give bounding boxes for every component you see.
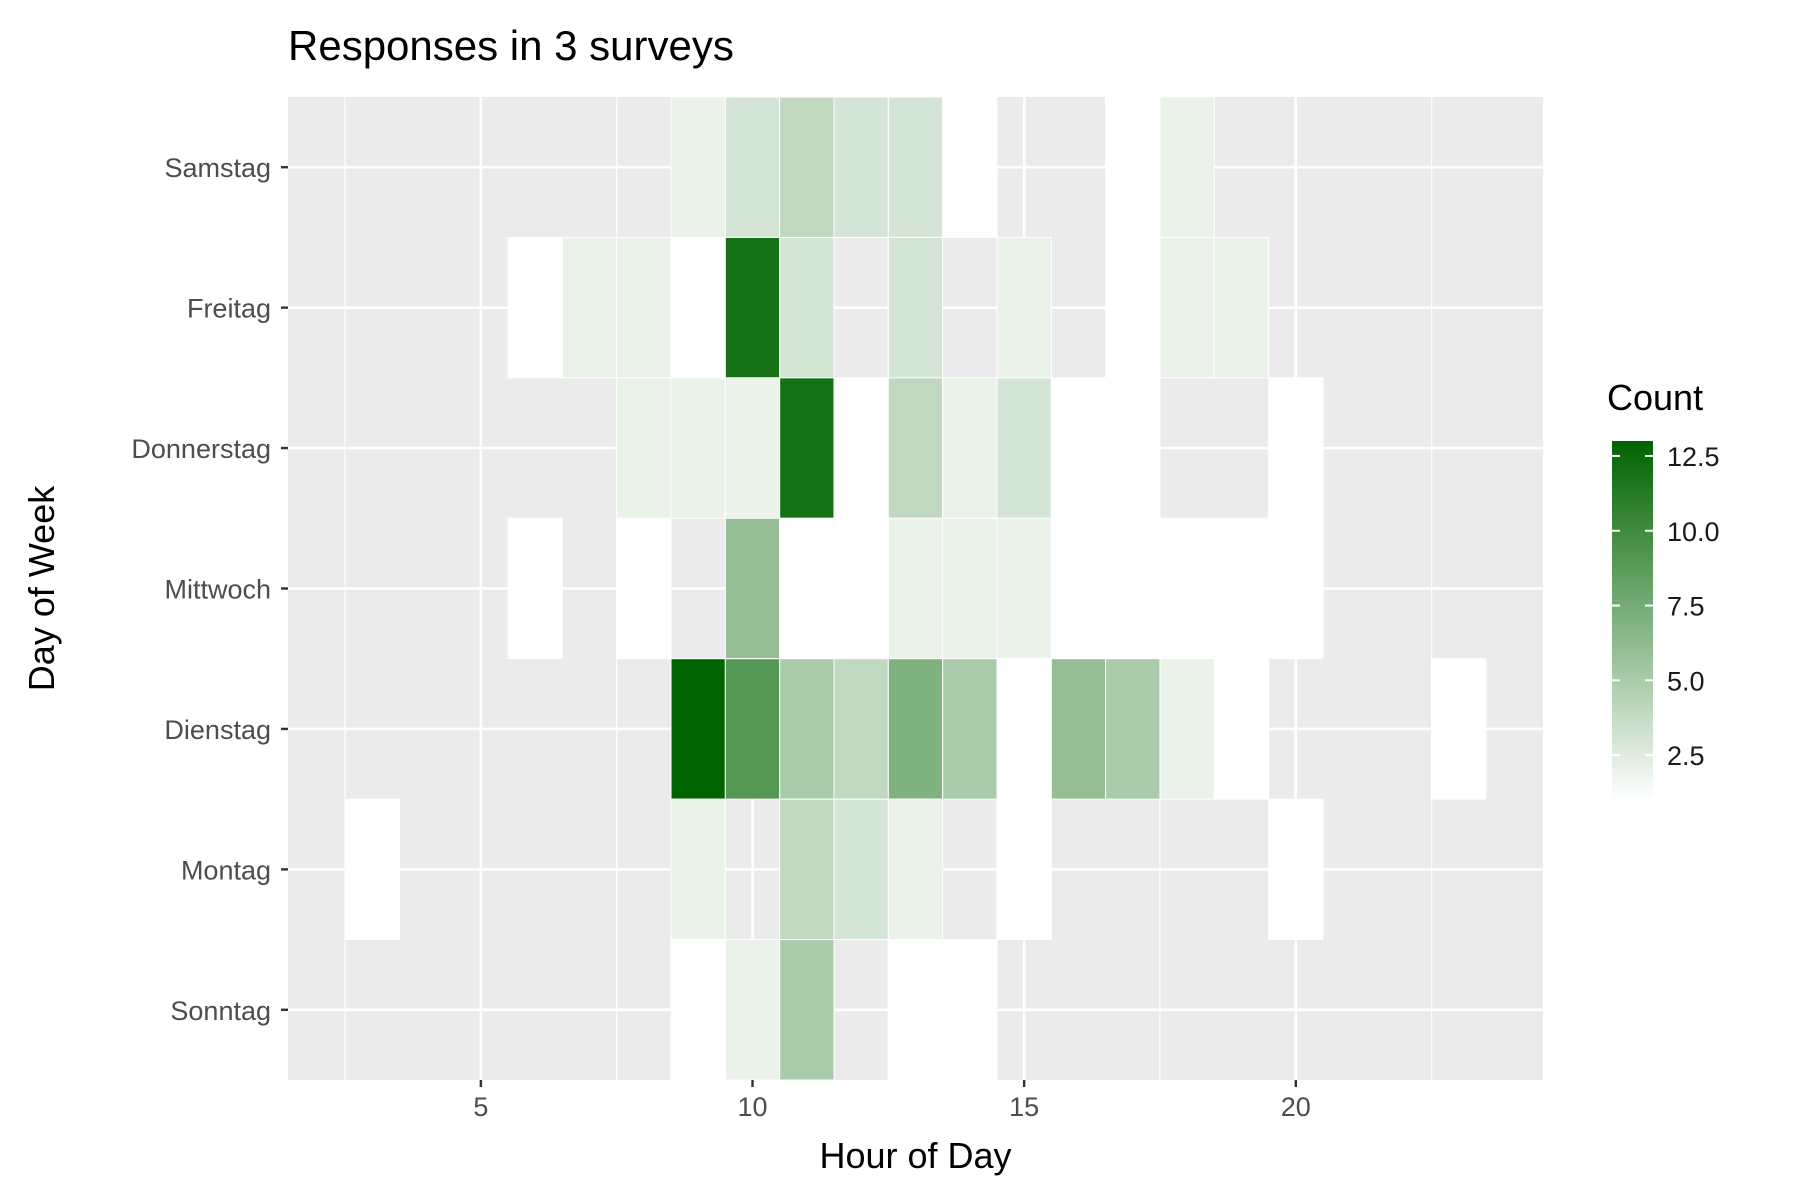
heatmap-tile [724,96,781,238]
heatmap-tile [833,377,889,519]
heatmap-tile [1050,377,1107,519]
x-axis-label: Hour of Day [819,1135,1011,1176]
x-tick-label: 5 [473,1092,488,1122]
heatmap-tile [724,517,781,660]
heatmap-tile [670,658,726,800]
y-axis: Sonntag Montag Dienstag Mittwoch Donnerstag F… [131,153,288,1026]
heatmap-tile [670,377,726,519]
y-tick-label: Donnerstag [131,434,271,464]
heatmap-tile [1213,236,1270,379]
heatmap-tile [887,517,944,660]
legend-tick-label: 10.0 [1667,517,1720,547]
heatmap-tile [779,96,835,238]
x-axis: 5 10 15 20 [473,1080,1311,1122]
heatmap-tile [724,658,781,800]
x-tick-label: 10 [737,1092,767,1122]
legend: Count 2.5 5.0 7.5 10.0 12.5 [1607,377,1720,800]
heatmap-tile [724,377,781,519]
heatmap-tile [1268,377,1324,519]
legend-title: Count [1607,377,1703,418]
heatmap-tile [1431,658,1487,800]
y-tick-label: Freitag [187,294,271,324]
heatmap-tile [996,517,1052,660]
heatmap-tile [942,939,998,1081]
heatmap-tile [779,236,835,379]
heatmap-tile [942,377,998,519]
heatmap-tile [779,517,835,660]
legend-colorbar [1612,441,1653,800]
heatmap-tile [887,96,944,238]
heatmap-tile [779,939,835,1081]
x-tick-label: 20 [1281,1092,1311,1122]
heatmap-tile [616,517,672,660]
heatmap-tile [1105,377,1161,519]
chart-title: Responses in 3 surveys [288,22,734,69]
heatmap-tile [1105,96,1161,238]
heatmap-tile [779,377,835,519]
heatmap-tile [833,658,889,800]
y-tick-label: Samstag [164,153,271,183]
heatmap-tile [942,96,998,238]
heatmap-tile [1105,236,1161,379]
heatmap-tile [996,798,1052,941]
heatmap-tile [1268,798,1324,941]
y-tick-label: Sonntag [170,996,271,1026]
heatmap-tile [1159,236,1215,379]
heatmap-tile [779,798,835,941]
heatmap-tile [1159,517,1215,660]
heatmap-tile [942,658,998,800]
heatmap-tile [1213,658,1270,800]
heatmap-tile [833,798,889,941]
heatmap-tile [887,798,944,941]
heatmap-tile [779,658,835,800]
heatmap-tile [1159,658,1215,800]
heatmap-tile [507,517,563,660]
heatmap-tile [887,658,944,800]
heatmap-tile [1050,658,1107,800]
heatmap-tile [616,236,672,379]
heatmap-tiles [344,96,1487,1081]
legend-tick-label: 5.0 [1667,666,1705,696]
heatmap-tile [561,236,618,379]
heatmap-tile [996,658,1052,800]
heatmap-tile [887,236,944,379]
y-tick-label: Dienstag [164,715,271,745]
heatmap-tile [670,236,726,379]
heatmap-tile [833,96,889,238]
heatmap-tile [670,96,726,238]
legend-tick-label: 2.5 [1667,741,1705,771]
heatmap-tile [1213,517,1270,660]
heatmap-tile [507,236,563,379]
heatmap-tile [1050,517,1107,660]
heatmap-tile [616,377,672,519]
y-axis-label: Day of Week [21,485,62,691]
heatmap-tile [887,939,944,1081]
heatmap-tile [1268,517,1324,660]
legend-tick-label: 12.5 [1667,442,1720,472]
y-tick-label: Montag [181,855,271,885]
x-tick-label: 15 [1009,1092,1039,1122]
heatmap-tile [670,939,726,1081]
heatmap-tile [996,377,1052,519]
heatmap-tile [724,939,781,1081]
heatmap-tile [724,236,781,379]
legend-tick-label: 7.5 [1667,592,1705,622]
heatmap-tile [996,236,1052,379]
heatmap-tile [833,517,889,660]
heatmap-tile [1105,517,1161,660]
heatmap-tile [670,798,726,941]
heatmap-tile [1159,96,1215,238]
y-tick-label: Mittwoch [164,575,271,605]
heatmap-tile [887,377,944,519]
heatmap-tile [344,798,400,941]
heatmap-tile [942,517,998,660]
heatmap-tile [1105,658,1161,800]
